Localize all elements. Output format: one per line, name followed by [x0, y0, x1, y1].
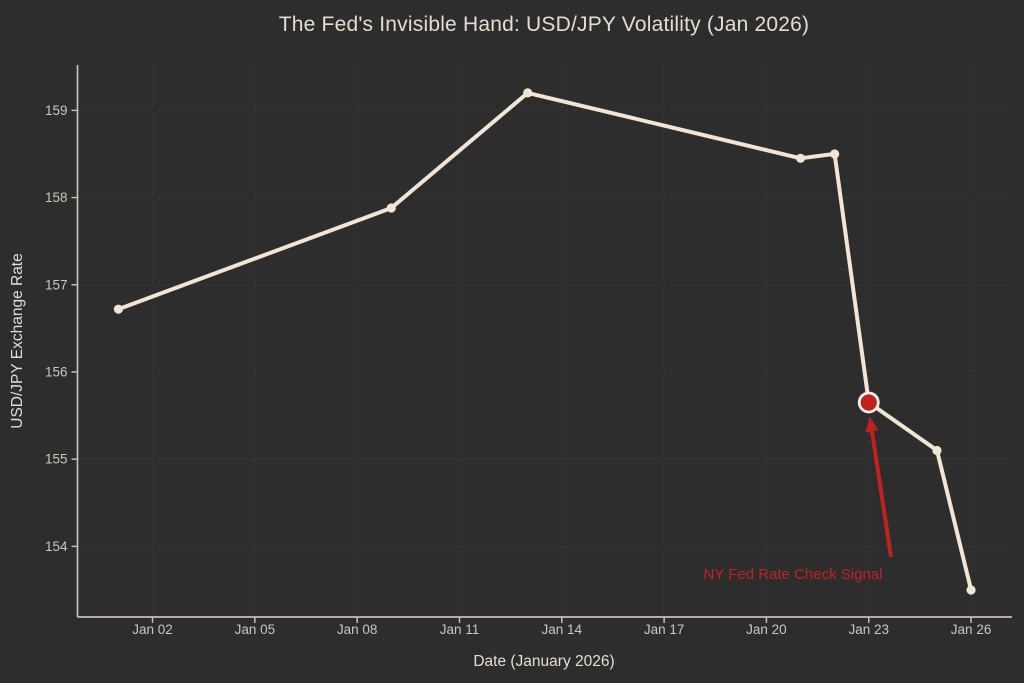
grid-layer [77, 65, 1012, 617]
series-line [116, 90, 974, 592]
x-tick-label: Jan 02 [132, 622, 173, 637]
x-axis-label: Date (January 2026) [473, 653, 614, 670]
chart-title: The Fed's Invisible Hand: USD/JPY Volati… [279, 13, 810, 36]
annotation-layer [865, 416, 893, 558]
data-point-marker [523, 88, 533, 98]
x-tick-label: Jan 26 [951, 622, 992, 637]
data-point-marker [966, 585, 976, 595]
x-tick-label: Jan 11 [440, 622, 480, 637]
y-tick-label: 155 [45, 452, 68, 467]
highlight-point-marker [857, 391, 880, 414]
data-point-marker [932, 445, 942, 456]
y-tick-label: 157 [45, 277, 68, 292]
data-point-marker [795, 153, 806, 163]
series-layer [113, 88, 976, 595]
x-tick-label: Jan 23 [848, 622, 889, 637]
x-tick-label: Jan 05 [235, 622, 276, 637]
y-tick-label: 156 [45, 364, 68, 379]
y-axis-label: USD/JPY Exchange Rate [9, 253, 26, 428]
data-point-marker [830, 149, 840, 159]
x-tick-label: Jan 08 [337, 622, 378, 637]
y-tick-label: 159 [45, 103, 68, 118]
y-tick-label: 158 [45, 190, 68, 205]
data-point-marker [386, 203, 396, 213]
annotation-arrow-shaft [870, 431, 893, 558]
data-point-marker [113, 304, 124, 314]
x-tick-label: Jan 17 [644, 622, 685, 637]
annotation-arrow-head [865, 416, 879, 433]
annotation-label: NY Fed Rate Check Signal [704, 566, 883, 583]
axis-layer: 154 155 156 157 158 159 Jan 02 Jan 05 Jan 08 Jan … [45, 65, 1012, 637]
x-tick-label: Jan 20 [746, 622, 787, 637]
x-tick-label: Jan 14 [542, 622, 583, 637]
y-tick-label: 154 [45, 539, 68, 554]
